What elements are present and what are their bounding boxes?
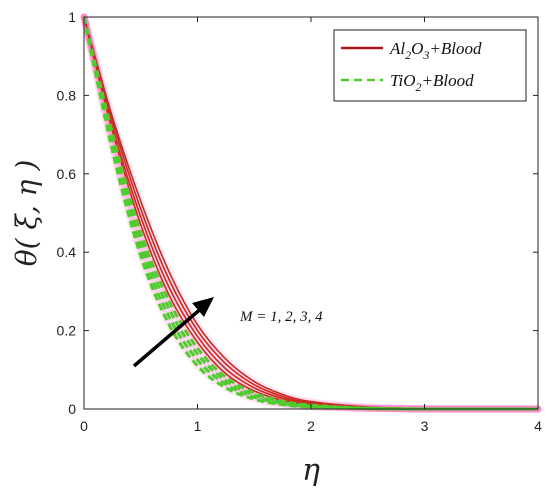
axis-ticks: 0 1 2 3 400.20.40.60.81 [57,9,543,434]
y-tick-label: 0.4 [57,244,77,260]
x-tick-label: 2 [307,418,315,434]
x-tick-label: 3 [421,418,429,434]
legend-label-al2o3-sub1: 2 [405,48,411,62]
legend-label-al2o3-mid: O [411,39,423,58]
y-tick-label: 0.2 [57,323,77,339]
legend-label-tio2-sub1: 2 [416,80,422,94]
legend-label-al2o3: Al2O3+Blood [389,39,482,62]
legend-label-tio2: TiO2+Blood [390,71,474,94]
parameter-annotation: M = 1, 2, 3, 4 [239,309,323,325]
y-tick-label: 1 [68,9,76,25]
y-tick-label: 0.8 [57,87,77,103]
x-tick-label: 1 [194,418,202,434]
legend: Al2O3+Blood TiO2+Blood [333,29,527,102]
legend-label-tio2-base: TiO [390,71,416,90]
x-tick-label: 4 [534,418,542,434]
legend-box [333,29,527,102]
arrow-shaft [132,305,205,368]
legend-label-tio2-tail: +Blood [422,71,475,90]
increasing-m-arrow [132,297,214,368]
x-axis-label: η [302,453,320,488]
x-tick-label: 0 [80,418,88,434]
arrow-head [192,297,214,317]
y-axis-label: θ( ξ, η ) [10,160,43,267]
legend-label-al2o3-tail: +Blood [429,39,482,58]
legend-label-al2o3-sub2: 3 [422,48,429,62]
y-tick-label: 0.6 [57,166,77,182]
series-line-tio2-m2 [82,16,538,411]
y-tick-label: 0 [68,401,76,417]
legend-label-al2o3-base: Al [389,39,405,58]
